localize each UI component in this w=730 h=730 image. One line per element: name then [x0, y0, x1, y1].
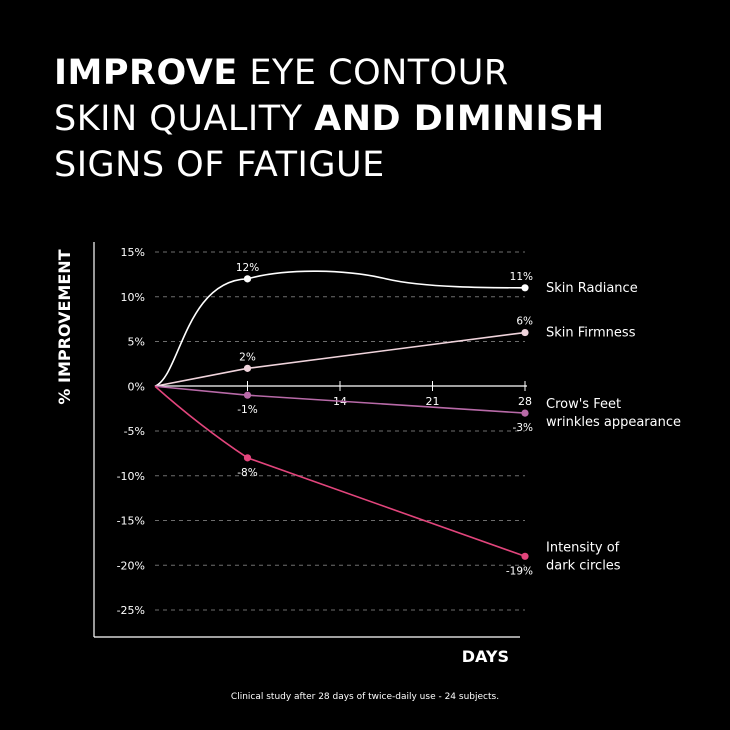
data-label: 6%	[516, 316, 533, 328]
data-point	[243, 454, 252, 462]
data-label: -1%	[237, 404, 257, 416]
headline-line-2: SKIN QUALITY AND DIMINISH	[54, 96, 714, 142]
data-label: 2%	[239, 351, 256, 363]
y-tick-label: -5%	[124, 425, 145, 438]
x-axis-title: DAYS	[462, 647, 509, 666]
footnote: Clinical study after 28 days of twice-da…	[230, 692, 500, 702]
series-labels: Skin Radiance Skin Firmness Crow's Feet wri…	[546, 281, 681, 574]
series-label: Crow's Feet	[546, 397, 621, 412]
data-point	[521, 552, 529, 560]
y-tick-label: -10%	[117, 470, 145, 483]
series-label: dark circles	[546, 558, 621, 573]
data-point	[521, 284, 529, 292]
y-tick-label: -15%	[117, 515, 145, 528]
series-label: Skin Radiance	[546, 281, 638, 296]
headline-line-3: SIGNS OF FATIGUE	[54, 145, 385, 185]
headline: IMPROVE EYE CONTOUR SKIN QUALITY AND DIM…	[54, 50, 714, 188]
x-tick-label: 21	[426, 395, 440, 408]
y-axis-title: % IMPROVEMENT	[55, 249, 74, 404]
series-label: wrinkles appearance	[546, 415, 681, 430]
data-point	[243, 275, 252, 283]
axes: % IMPROVEMENT DAYS	[55, 242, 527, 666]
y-tick-label: 5%	[128, 336, 145, 349]
series-line	[154, 385, 526, 558]
grid-lines	[155, 251, 525, 611]
series-label: Skin Firmness	[546, 326, 636, 341]
data-label: -8%	[237, 467, 257, 479]
headline-eye-contour: EYE CONTOUR	[237, 53, 509, 93]
data-label: 12%	[236, 262, 259, 274]
headline-bold-diminish: AND DIMINISH	[314, 99, 605, 139]
series-label: Intensity of	[546, 540, 620, 555]
data-point	[243, 364, 252, 372]
y-tick-label: 0%	[128, 380, 145, 393]
y-tick-label: -25%	[117, 604, 145, 617]
data-label: -3%	[513, 422, 533, 434]
headline-bold-improve: IMPROVE	[54, 53, 238, 93]
data-point	[243, 391, 252, 399]
data-labels: 12% 11% 2% 6% -1% -3% -8% -19%	[236, 262, 533, 577]
headline-skin-quality: SKIN QUALITY	[54, 99, 315, 139]
headline-line-1: IMPROVE EYE CONTOUR	[54, 50, 714, 96]
series	[154, 270, 529, 560]
series-line	[154, 331, 526, 388]
data-label: -19%	[506, 565, 533, 577]
series-line	[154, 270, 526, 387]
y-tick-label: -20%	[117, 559, 145, 572]
x-tick-label: 28	[518, 395, 532, 408]
data-point	[521, 328, 529, 337]
data-label: 11%	[510, 271, 533, 283]
data-point	[521, 409, 529, 417]
y-tick-label: 15%	[121, 246, 145, 259]
y-tick-label: 10%	[121, 291, 145, 304]
